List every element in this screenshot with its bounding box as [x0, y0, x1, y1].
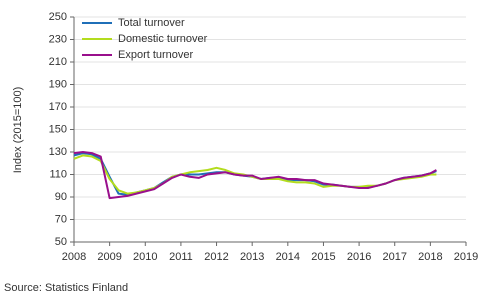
- y-tick-label: 230: [49, 33, 67, 45]
- x-tick-label: 2011: [169, 251, 193, 263]
- y-tick-label: 210: [49, 56, 67, 68]
- x-tick-label: 2017: [382, 251, 406, 263]
- line-series: [73, 152, 437, 196]
- x-tick-label: 2016: [347, 251, 371, 263]
- x-tick-label: 2014: [276, 251, 300, 263]
- legend-label: Total turnover: [118, 17, 185, 29]
- line-series: [73, 151, 437, 200]
- x-tick-label: 2019: [454, 251, 478, 263]
- x-tick-label: 2013: [240, 251, 264, 263]
- y-tick-label: 90: [55, 191, 67, 203]
- x-tick-label: 2015: [311, 251, 335, 263]
- x-tick-label: 2012: [204, 251, 228, 263]
- y-tick-label: 150: [49, 123, 67, 135]
- source: Source: Statistics Finland: [4, 282, 128, 294]
- y-tick-label: 170: [49, 101, 67, 113]
- y-tick-label: 110: [49, 168, 67, 180]
- y-tick-label: 50: [55, 236, 67, 248]
- x-tick-label: 2008: [62, 251, 86, 263]
- legend-label: Export turnover: [118, 49, 194, 61]
- y-tick-label: 250: [49, 11, 67, 23]
- x-tick-label: 2010: [133, 251, 157, 263]
- x-tick-label: 2009: [97, 251, 121, 263]
- legend-label: Domestic turnover: [118, 33, 208, 45]
- y-tick-label: 70: [55, 213, 67, 225]
- y-tick-label: 190: [49, 78, 67, 90]
- y-axis-label: Index (2015=100): [12, 87, 24, 174]
- x-tick-label: 2018: [418, 251, 442, 263]
- y-tick-label: 130: [49, 146, 67, 158]
